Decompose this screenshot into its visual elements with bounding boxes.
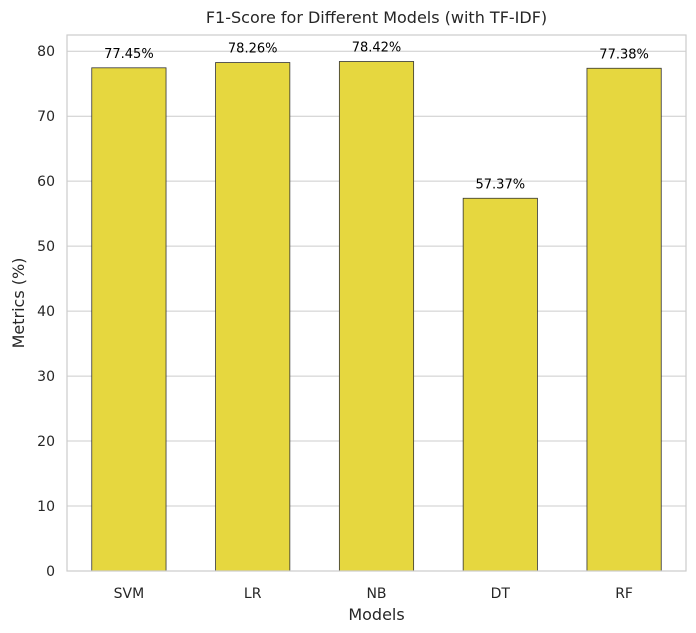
data-labels-group: 77.45% 78.26% 78.42% 57.37% 77.38% (104, 41, 649, 193)
bar-value-label: 78.42% (352, 41, 402, 56)
bar-value-label: 78.26% (228, 42, 278, 57)
bar (215, 62, 291, 572)
y-tick-label: 0 (46, 564, 55, 580)
bar-value-label: 77.38% (599, 47, 649, 62)
x-tick-label: NB (366, 586, 386, 602)
plot-frame (66, 34, 687, 572)
y-tick-label: 40 (37, 304, 55, 320)
bar-value-label: 57.37% (476, 177, 526, 192)
bar (91, 67, 167, 572)
bars-group (91, 61, 662, 572)
y-tick-label: 70 (37, 109, 55, 125)
y-axis-label: Metrics (%) (9, 258, 28, 349)
y-tick-label: 20 (37, 434, 55, 450)
bar (462, 197, 538, 572)
y-tick-label: 10 (37, 499, 55, 515)
bar (338, 61, 415, 572)
y-tick-label: 30 (37, 369, 55, 385)
y-tick-label: 50 (37, 239, 55, 255)
y-tick-label: 60 (37, 174, 55, 190)
x-tick-label: RF (615, 586, 633, 602)
y-ticks-group: 0 10 20 30 40 50 60 70 80 (37, 44, 55, 580)
bar (586, 67, 662, 572)
chart-title: F1-Score for Different Models (with TF-I… (206, 8, 547, 27)
x-tick-label: LR (244, 586, 262, 602)
x-tick-label: DT (491, 586, 511, 602)
y-tick-label: 80 (37, 44, 55, 60)
x-tick-label: SVM (114, 586, 145, 602)
x-axis-label: Models (348, 605, 404, 624)
bar-value-label: 77.45% (104, 47, 154, 62)
x-ticks-group: SVM LR NB DT RF (114, 586, 633, 602)
